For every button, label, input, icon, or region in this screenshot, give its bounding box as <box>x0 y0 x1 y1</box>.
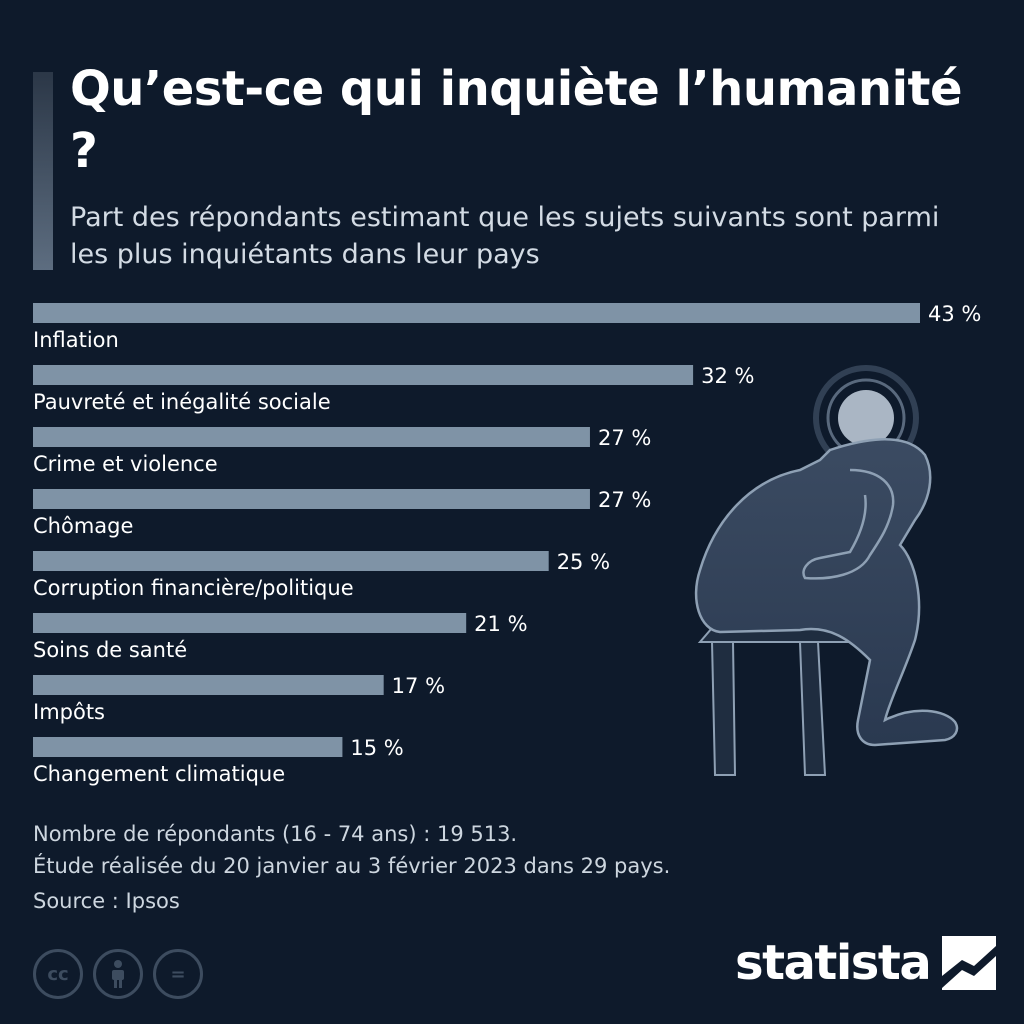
value-label-1: 32 % <box>701 364 754 388</box>
value-label-7: 15 % <box>350 736 403 760</box>
category-label-2: Crime et violence <box>33 452 218 476</box>
value-label-4: 25 % <box>557 550 610 574</box>
value-label-0: 43 % <box>928 302 981 326</box>
attribution-icon[interactable] <box>93 949 143 999</box>
worried-person-sitting-icon <box>694 365 959 776</box>
category-label-3: Chômage <box>33 514 133 538</box>
statista-brand[interactable]: statista <box>735 935 997 991</box>
creative-commons-icon[interactable]: cc <box>33 949 83 999</box>
category-label-0: Inflation <box>33 328 119 352</box>
license-icons: cc = <box>33 949 203 999</box>
bar-0 <box>33 303 920 323</box>
category-label-6: Impôts <box>33 700 105 724</box>
source-note: Source : Ipsos <box>33 889 180 913</box>
chart-title: Qu’est-ce qui inquiète l’humanité ? <box>70 61 963 179</box>
respondents-note: Nombre de répondants (16 - 74 ans) : 19 … <box>33 822 518 846</box>
bar-2 <box>33 427 590 447</box>
bar-chart: 43 % Inflation 32 % Pauvreté et inégalité s… <box>33 302 981 786</box>
bar-5 <box>33 613 467 633</box>
bar-6 <box>33 675 384 695</box>
chart-subtitle: Part des répondants estimant que les suj… <box>70 202 940 270</box>
category-label-4: Corruption financière/politique <box>33 576 354 600</box>
category-label-7: Changement climatique <box>33 762 285 786</box>
bar-1 <box>33 365 694 385</box>
bar-3 <box>33 489 590 509</box>
bar-series: 43 % Inflation 32 % Pauvreté et inégalité s… <box>33 302 981 786</box>
value-label-3: 27 % <box>598 488 651 512</box>
statista-logo-icon <box>942 936 997 990</box>
category-label-1: Pauvreté et inégalité sociale <box>33 390 331 414</box>
no-derivatives-icon[interactable]: = <box>153 949 203 999</box>
category-label-5: Soins de santé <box>33 638 187 662</box>
bar-7 <box>33 737 343 757</box>
statista-wordmark: statista <box>735 935 932 991</box>
title-accent-bar <box>33 72 53 270</box>
value-label-2: 27 % <box>598 426 651 450</box>
bar-4 <box>33 551 549 571</box>
value-label-6: 17 % <box>392 674 445 698</box>
chart-notes: Nombre de répondants (16 - 74 ans) : 19 … <box>33 818 933 917</box>
period-note: Étude réalisée du 20 janvier au 3 févrie… <box>33 854 671 878</box>
value-label-5: 21 % <box>474 612 527 636</box>
